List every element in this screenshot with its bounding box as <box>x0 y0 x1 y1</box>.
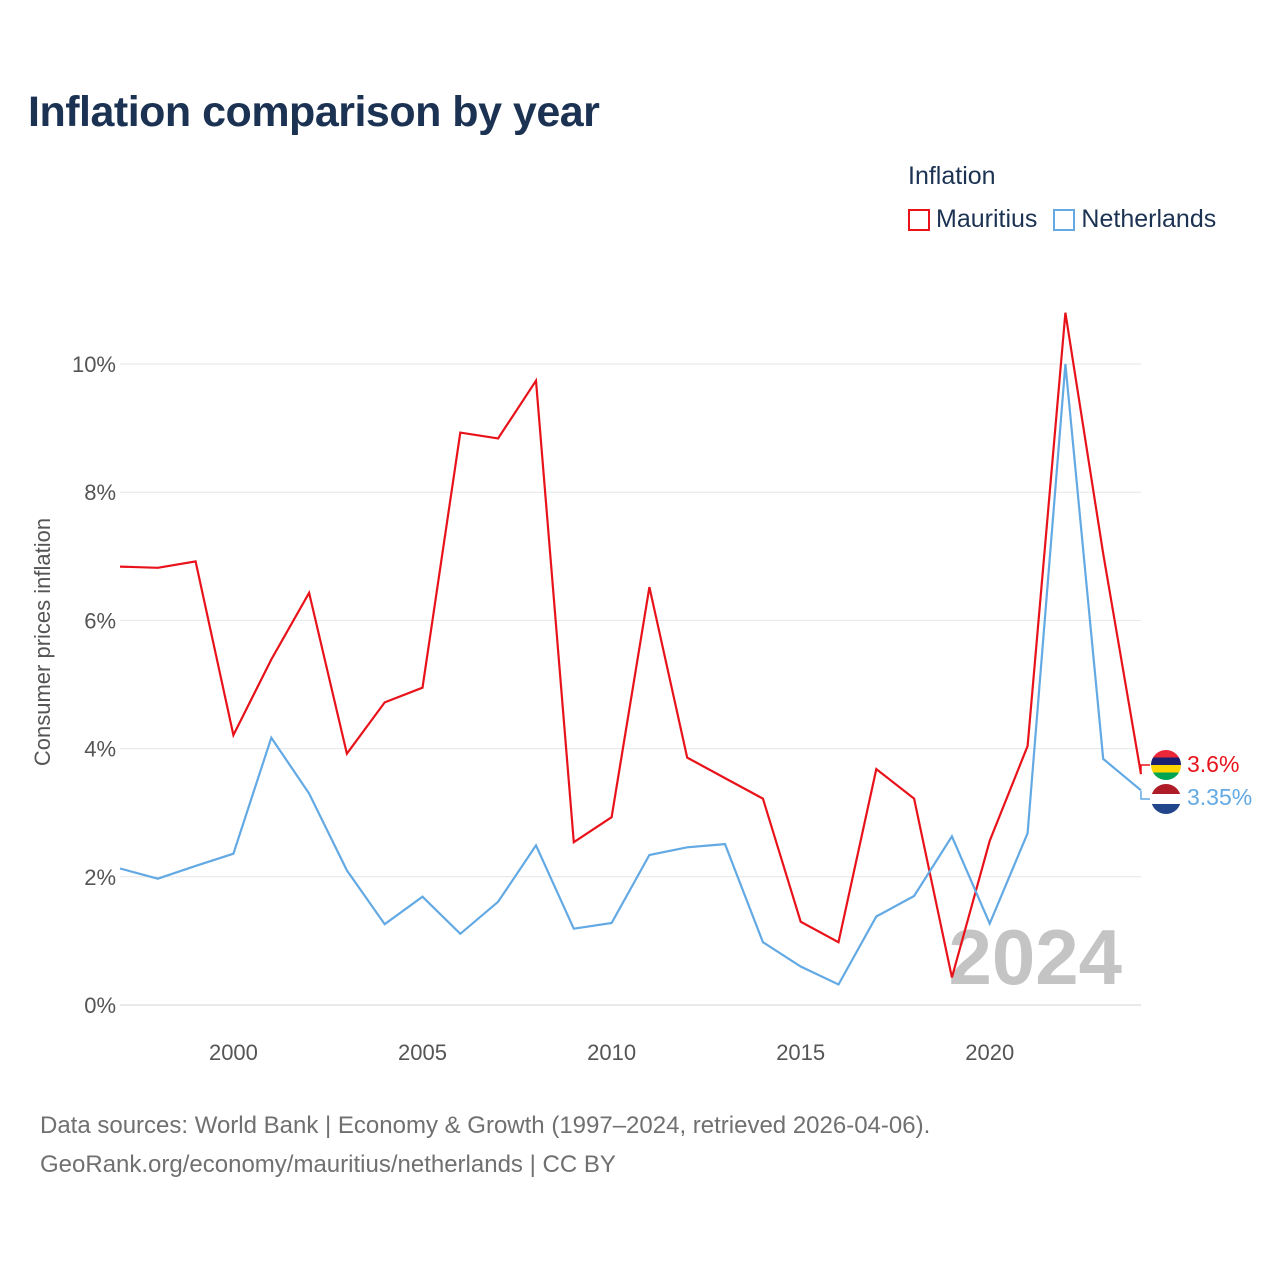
legend: Inflation Mauritius Netherlands <box>908 162 1216 234</box>
data-point-mauritius <box>1101 552 1105 556</box>
data-point-netherlands <box>194 864 198 868</box>
data-point-mauritius <box>572 840 576 844</box>
data-point-netherlands <box>761 940 765 944</box>
x-tick-label: 2020 <box>965 1040 1014 1065</box>
netherlands-flag-icon <box>1151 784 1181 814</box>
data-point-netherlands <box>572 927 576 931</box>
data-point-mauritius <box>156 566 160 570</box>
data-point-mauritius <box>836 940 840 944</box>
data-point-netherlands <box>307 791 311 795</box>
data-point-netherlands <box>610 921 614 925</box>
x-tick-label: 2015 <box>776 1040 825 1065</box>
data-point-netherlands <box>647 853 651 857</box>
data-point-mauritius <box>1063 311 1067 315</box>
end-label-mauritius: 3.6% <box>1187 751 1239 777</box>
data-point-mauritius <box>1139 772 1143 776</box>
legend-swatch-mauritius <box>908 208 930 231</box>
data-point-netherlands <box>269 736 273 740</box>
y-tick-label: 4% <box>84 737 116 762</box>
legend-label-netherlands: Netherlands <box>1081 205 1217 233</box>
data-point-netherlands <box>1026 831 1030 835</box>
data-point-netherlands <box>685 845 689 849</box>
y-tick-label: 0% <box>84 993 116 1018</box>
data-point-mauritius <box>534 379 538 383</box>
line-chart: 0% 2% 4% 6% 8% 10% 2000 2005 2010 2015 2020 Consume… <box>30 311 1252 1065</box>
data-point-mauritius <box>912 797 916 801</box>
x-tick-label: 2000 <box>209 1040 258 1065</box>
data-point-netherlands <box>534 843 538 847</box>
legend-item-netherlands[interactable]: Netherlands <box>1053 205 1216 234</box>
data-point-mauritius <box>231 733 235 737</box>
data-point-netherlands <box>799 965 803 969</box>
y-tick-label: 10% <box>72 352 116 377</box>
x-tick-label: 2010 <box>587 1040 636 1065</box>
data-point-mauritius <box>458 431 462 435</box>
data-point-netherlands <box>156 877 160 881</box>
legend-title: Inflation <box>908 162 996 190</box>
data-point-netherlands <box>383 922 387 926</box>
y-tick-label: 2% <box>84 865 116 890</box>
y-axis-title: Consumer prices inflation <box>30 518 55 766</box>
data-point-mauritius <box>307 591 311 595</box>
data-point-netherlands <box>723 842 727 846</box>
legend-label-mauritius: Mauritius <box>936 205 1038 233</box>
data-point-mauritius <box>950 975 954 979</box>
data-point-netherlands <box>118 866 122 870</box>
data-point-mauritius <box>421 686 425 690</box>
data-point-netherlands <box>836 982 840 986</box>
x-tick-label: 2005 <box>398 1040 447 1065</box>
data-point-netherlands <box>1101 757 1105 761</box>
data-point-mauritius <box>269 658 273 662</box>
data-point-netherlands <box>950 834 954 838</box>
y-tick-label: 6% <box>84 608 116 633</box>
data-point-netherlands <box>231 852 235 856</box>
data-point-netherlands <box>1063 362 1067 366</box>
data-point-netherlands <box>458 932 462 936</box>
footer: Data sources: World Bank | Economy & Gro… <box>40 1106 930 1184</box>
data-point-netherlands <box>988 922 992 926</box>
data-point-mauritius <box>194 559 198 563</box>
series-line-mauritius <box>119 312 1143 978</box>
data-point-netherlands <box>345 868 349 872</box>
data-point-mauritius <box>723 776 727 780</box>
end-label-connector-netherlands <box>1140 791 1150 800</box>
series-line-netherlands <box>119 363 1142 986</box>
data-point-mauritius <box>118 565 122 569</box>
legend-item-mauritius[interactable]: Mauritius <box>908 205 1037 234</box>
data-point-mauritius <box>761 797 765 801</box>
footer-sources: Data sources: World Bank | Economy & Gro… <box>40 1112 931 1139</box>
data-point-mauritius <box>799 920 803 924</box>
data-point-mauritius <box>383 700 387 704</box>
data-point-mauritius <box>345 752 349 756</box>
data-point-mauritius <box>874 767 878 771</box>
end-label-netherlands: 3.35% <box>1187 784 1252 810</box>
data-point-mauritius <box>647 585 651 589</box>
data-point-mauritius <box>988 839 992 843</box>
footer-link[interactable]: GeoRank.org/economy/mauritius/netherland… <box>40 1151 616 1178</box>
mauritius-flag-icon <box>1151 750 1181 780</box>
data-point-mauritius <box>1026 744 1030 748</box>
data-point-mauritius <box>685 756 689 760</box>
data-point-netherlands <box>874 915 878 919</box>
chart-title: Inflation comparison by year <box>28 88 600 136</box>
data-point-netherlands <box>421 895 425 899</box>
end-label-connector-mauritius <box>1140 764 1150 772</box>
y-tick-label: 8% <box>84 480 116 505</box>
legend-swatch-netherlands <box>1053 208 1076 231</box>
data-point-mauritius <box>496 436 500 440</box>
data-point-netherlands <box>912 894 916 898</box>
year-watermark: 2024 <box>948 913 1122 1001</box>
data-point-netherlands <box>496 900 500 904</box>
data-point-mauritius <box>610 815 614 819</box>
